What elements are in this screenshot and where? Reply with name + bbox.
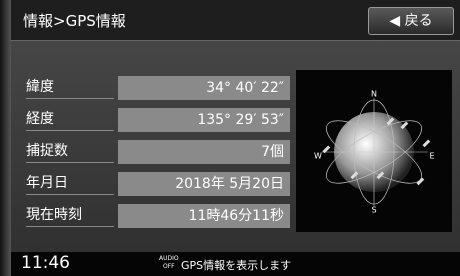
status-message: GPS情報を表示します (181, 257, 291, 273)
globe-panel: N E S W (296, 70, 452, 232)
audio-state: OFF (159, 263, 179, 271)
row-value: 2018年 5月20日 (118, 172, 290, 196)
side-strip (0, 0, 11, 276)
compass-s: S (371, 206, 376, 215)
audio-label: AUDIO (159, 255, 179, 263)
title: 情報>GPS情報 (23, 10, 126, 31)
compass-w: W (314, 152, 322, 161)
compass-e: E (429, 152, 434, 161)
row-value: 34° 40′ 22″ (118, 76, 290, 100)
row-value: 7個 (118, 140, 290, 164)
row-label: 年月日 (26, 172, 114, 195)
row-label: 緯度 (26, 76, 114, 99)
back-button[interactable]: ◀ 戻る (368, 7, 454, 35)
clock: 11:46 (21, 253, 70, 273)
row-label: 現在時刻 (26, 204, 114, 227)
row-value: 11時46分11秒 (118, 204, 290, 228)
row-label: 経度 (26, 108, 114, 131)
header: 情報>GPS情報 ◀ 戻る (11, 0, 460, 41)
row-label: 捕捉数 (26, 140, 114, 163)
compass-n: N (371, 90, 377, 99)
globe: N E S W (296, 70, 452, 232)
screen: 情報>GPS情報 ◀ 戻る 緯度34° 40′ 22″経度135° 29′ 53… (0, 0, 460, 276)
row-value: 135° 29′ 53″ (118, 108, 290, 132)
page: 情報>GPS情報 ◀ 戻る 緯度34° 40′ 22″経度135° 29′ 53… (0, 0, 460, 276)
